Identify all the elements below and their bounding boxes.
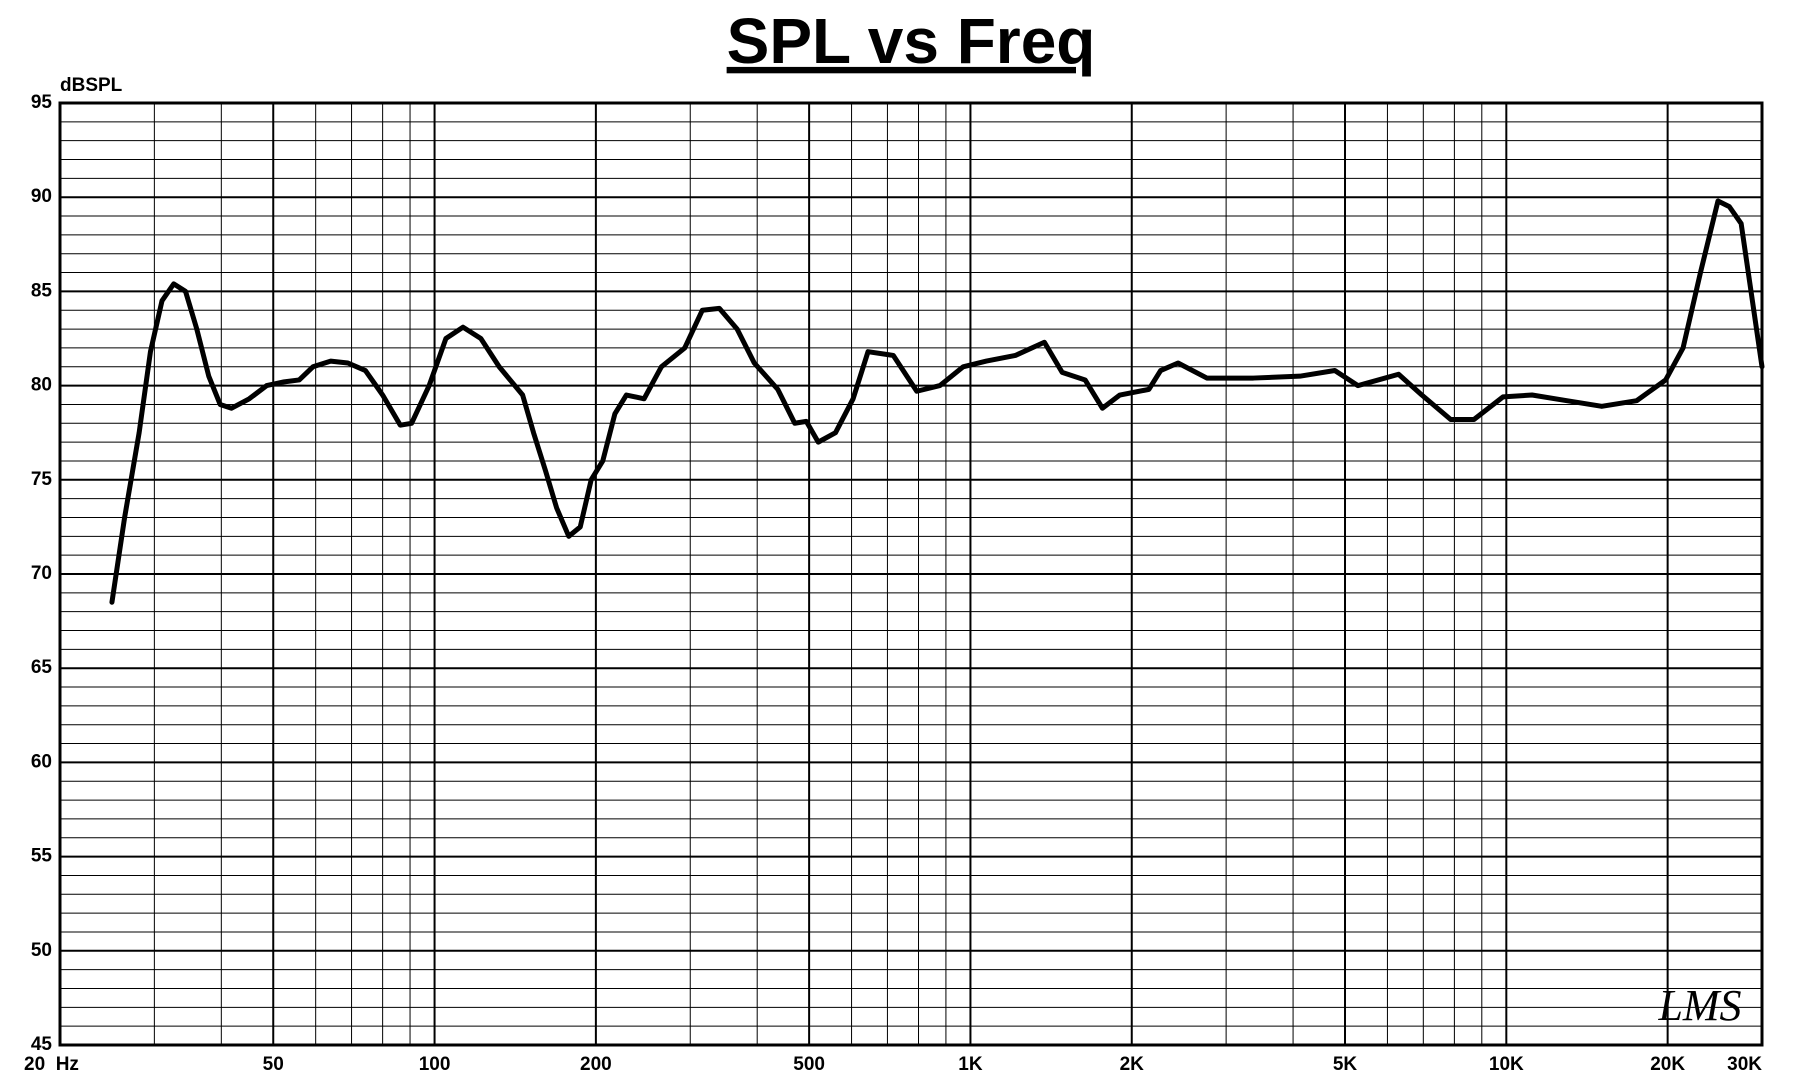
y-tick-label: 50	[31, 940, 52, 961]
x-tick-label: 50	[263, 1054, 284, 1075]
plot-frame	[58, 101, 1764, 1047]
y-tick-label: 70	[31, 563, 52, 584]
y-axis-label: dBSPL	[60, 75, 123, 96]
y-tick-label: 80	[31, 375, 52, 396]
x-tick-label: 2K	[1120, 1054, 1145, 1075]
y-tick-label: 85	[31, 280, 53, 301]
x-tick-label: 1K	[958, 1054, 983, 1075]
x-tick-label: 20 Hz	[24, 1054, 79, 1075]
y-tick-label: 45	[31, 1034, 53, 1055]
x-tick-label: 200	[580, 1054, 612, 1075]
x-tick-label: 30K	[1727, 1054, 1762, 1075]
y-tick-label: 60	[31, 751, 52, 772]
data-line	[109, 198, 1765, 605]
x-tick-label: 5K	[1333, 1054, 1358, 1075]
x-tick-label: 500	[793, 1054, 825, 1075]
y-tick-label: 95	[31, 92, 53, 113]
x-tick-label: 100	[419, 1054, 451, 1075]
y-tick-label: 75	[31, 469, 53, 490]
y-tick-label: 55	[31, 846, 53, 867]
watermark: LMS	[1657, 981, 1741, 1030]
y-tick-label: 65	[31, 657, 53, 678]
y-tick-label: 90	[31, 186, 52, 207]
x-tick-label: 20K	[1650, 1054, 1685, 1075]
x-tick-label: 10K	[1489, 1054, 1524, 1075]
chart-title: SPL vs Freq	[727, 5, 1096, 77]
